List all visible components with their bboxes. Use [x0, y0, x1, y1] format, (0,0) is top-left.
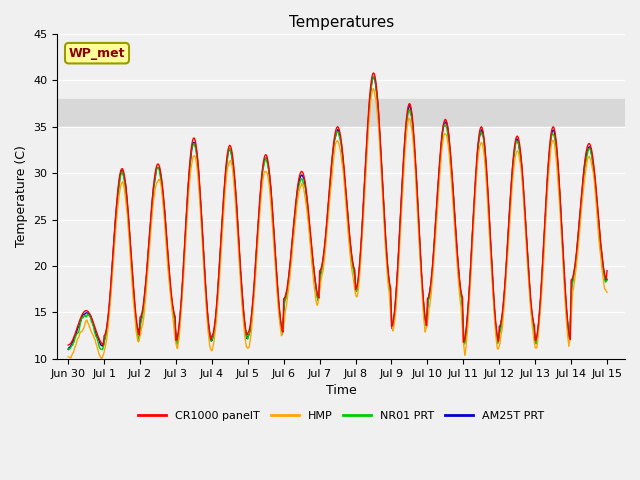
Y-axis label: Temperature (C): Temperature (C)	[15, 145, 28, 247]
X-axis label: Time: Time	[326, 384, 356, 397]
Legend: CR1000 panelT, HMP, NR01 PRT, AM25T PRT: CR1000 panelT, HMP, NR01 PRT, AM25T PRT	[134, 407, 548, 426]
Text: WP_met: WP_met	[68, 47, 125, 60]
Title: Temperatures: Temperatures	[289, 15, 394, 30]
Bar	[58, 99, 625, 127]
